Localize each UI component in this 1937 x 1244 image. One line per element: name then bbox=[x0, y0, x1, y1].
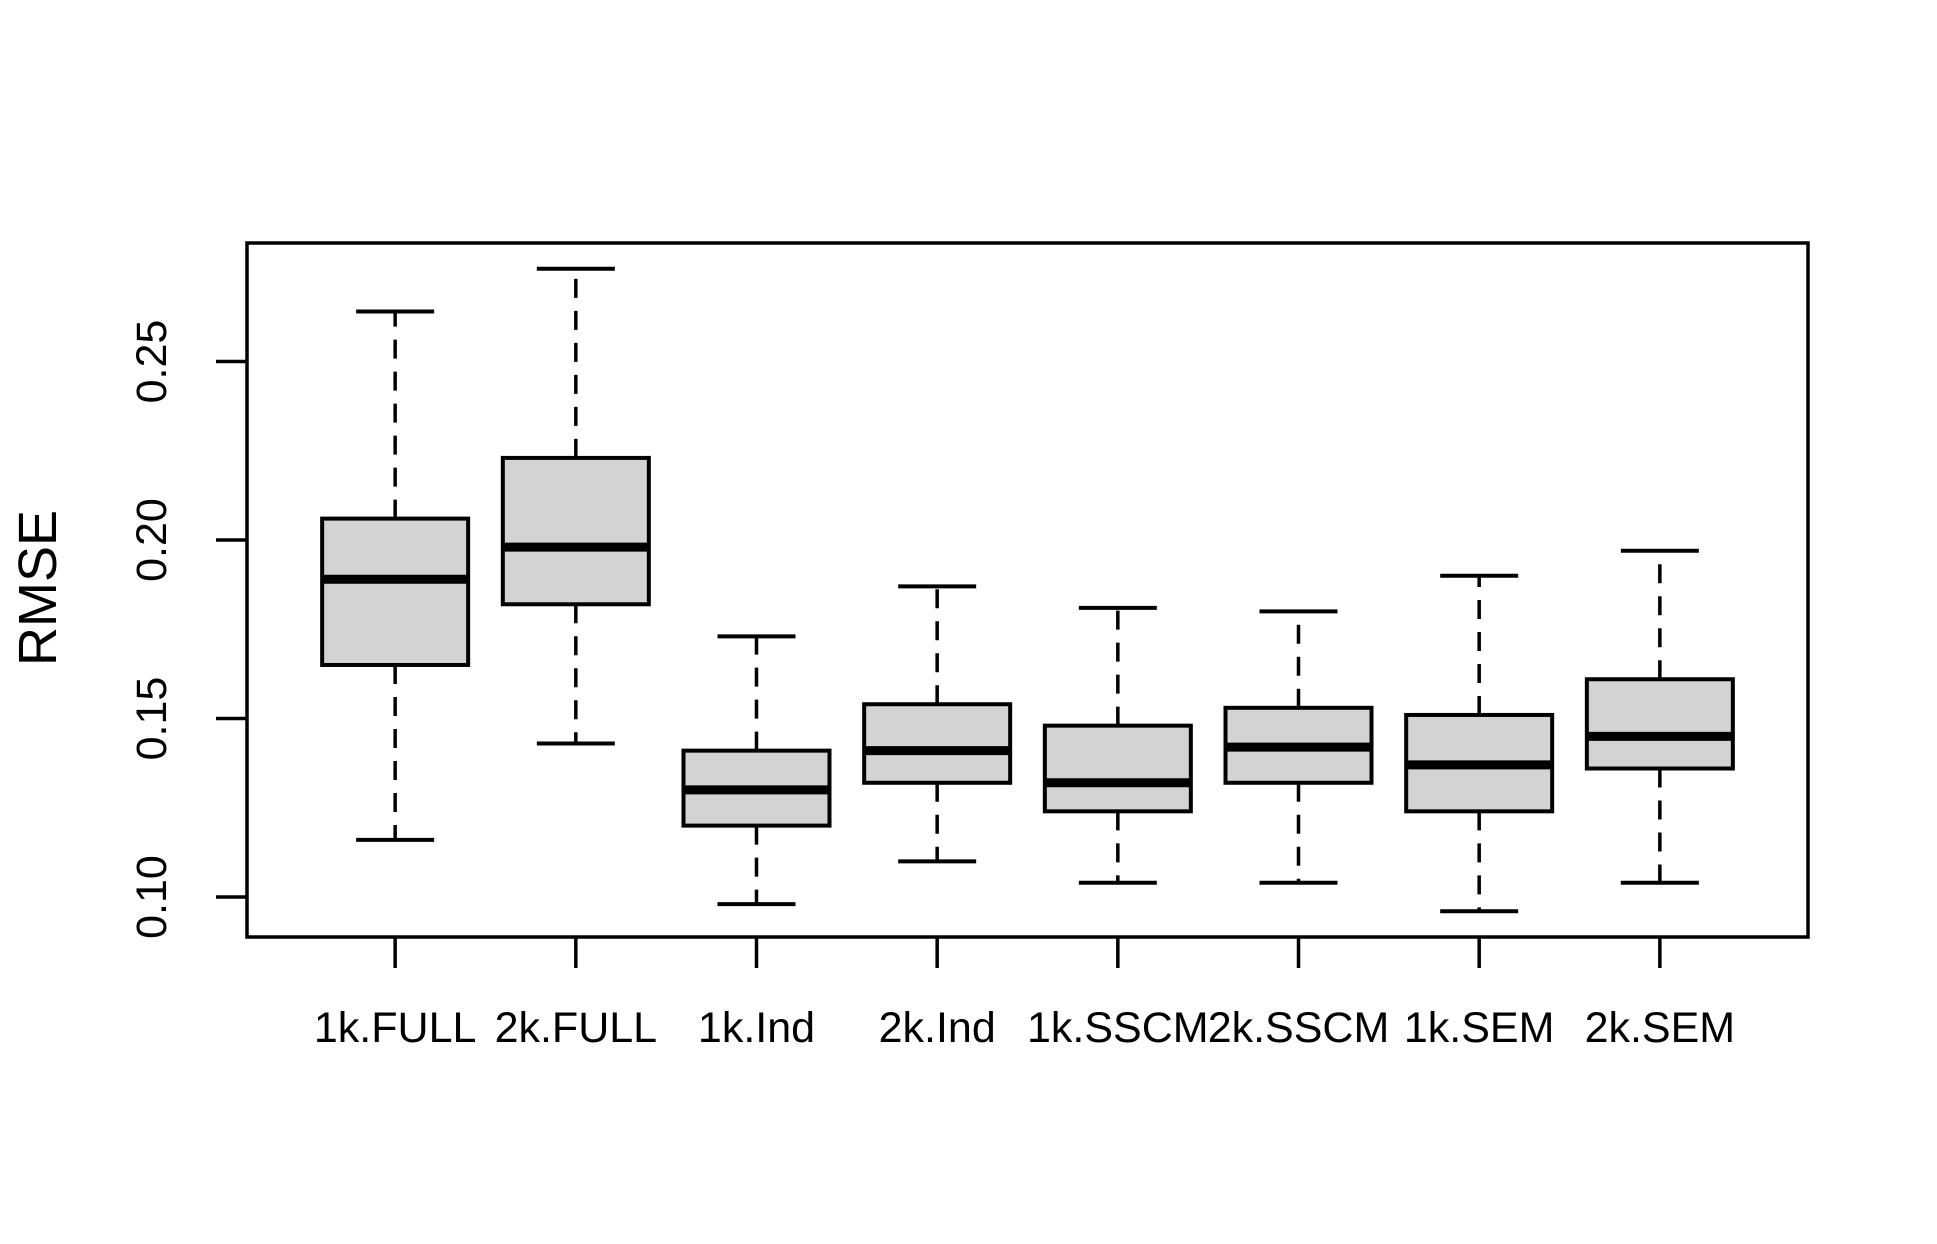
x-axis-category-label: 2k.SEM bbox=[1585, 1004, 1736, 1052]
x-axis-category-label: 2k.SSCM bbox=[1208, 1004, 1390, 1052]
y-axis-tick-label: 0.20 bbox=[128, 498, 176, 582]
x-axis-category-label: 1k.SSCM bbox=[1027, 1004, 1209, 1052]
iqr-box bbox=[1584, 677, 1735, 771]
boxplot-group-2k-sscm: 2k.SSCM bbox=[1208, 609, 1390, 1052]
boxplot-group-2k-full: 2k.FULL bbox=[495, 266, 658, 1052]
y-axis-tick-label: 0.10 bbox=[128, 855, 176, 939]
x-axis-category-label: 2k.FULL bbox=[495, 1004, 658, 1052]
boxplot-group-2k-ind: 2k.Ind bbox=[862, 584, 1013, 1052]
boxplot-group-1k-full: 1k.FULL bbox=[314, 309, 477, 1052]
iqr-box bbox=[862, 702, 1013, 785]
x-axis-category-label: 1k.SEM bbox=[1404, 1004, 1555, 1052]
y-axis-tick-label: 0.15 bbox=[128, 677, 176, 761]
iqr-box bbox=[1042, 723, 1193, 814]
x-axis-category-label: 1k.Ind bbox=[698, 1004, 815, 1052]
x-axis-category-label: 1k.FULL bbox=[314, 1004, 477, 1052]
iqr-box bbox=[320, 516, 471, 667]
boxplot-group-1k-ind: 1k.Ind bbox=[681, 634, 832, 1052]
boxplot-group-1k-sscm: 1k.SSCM bbox=[1027, 605, 1209, 1052]
y-axis-title: RMSE bbox=[8, 510, 68, 666]
plot-border bbox=[245, 241, 1810, 939]
boxplot-group-2k-sem: 2k.SEM bbox=[1584, 548, 1736, 1052]
x-axis-category-label: 2k.Ind bbox=[879, 1004, 996, 1052]
boxplot-group-1k-sem: 1k.SEM bbox=[1404, 573, 1555, 1052]
iqr-box bbox=[500, 455, 651, 607]
y-axis-tick-label: 0.25 bbox=[128, 320, 176, 404]
